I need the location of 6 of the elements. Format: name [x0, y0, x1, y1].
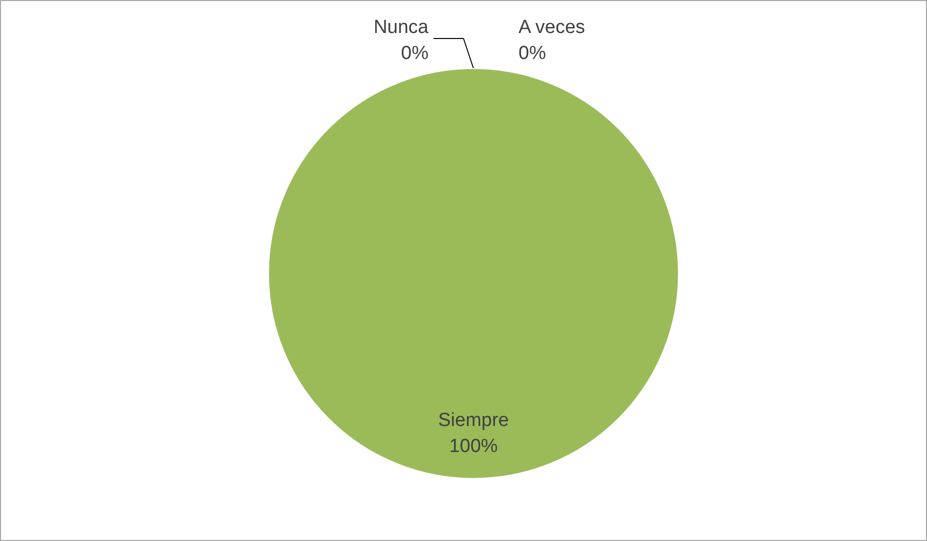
text: 0%: [518, 43, 546, 64]
text: 0%: [401, 43, 429, 64]
slice-label: Siempre: [438, 410, 509, 431]
category-label: Nunca: [374, 16, 428, 38]
category-label: A veces: [518, 16, 586, 38]
data-label: 100%: [449, 436, 498, 458]
